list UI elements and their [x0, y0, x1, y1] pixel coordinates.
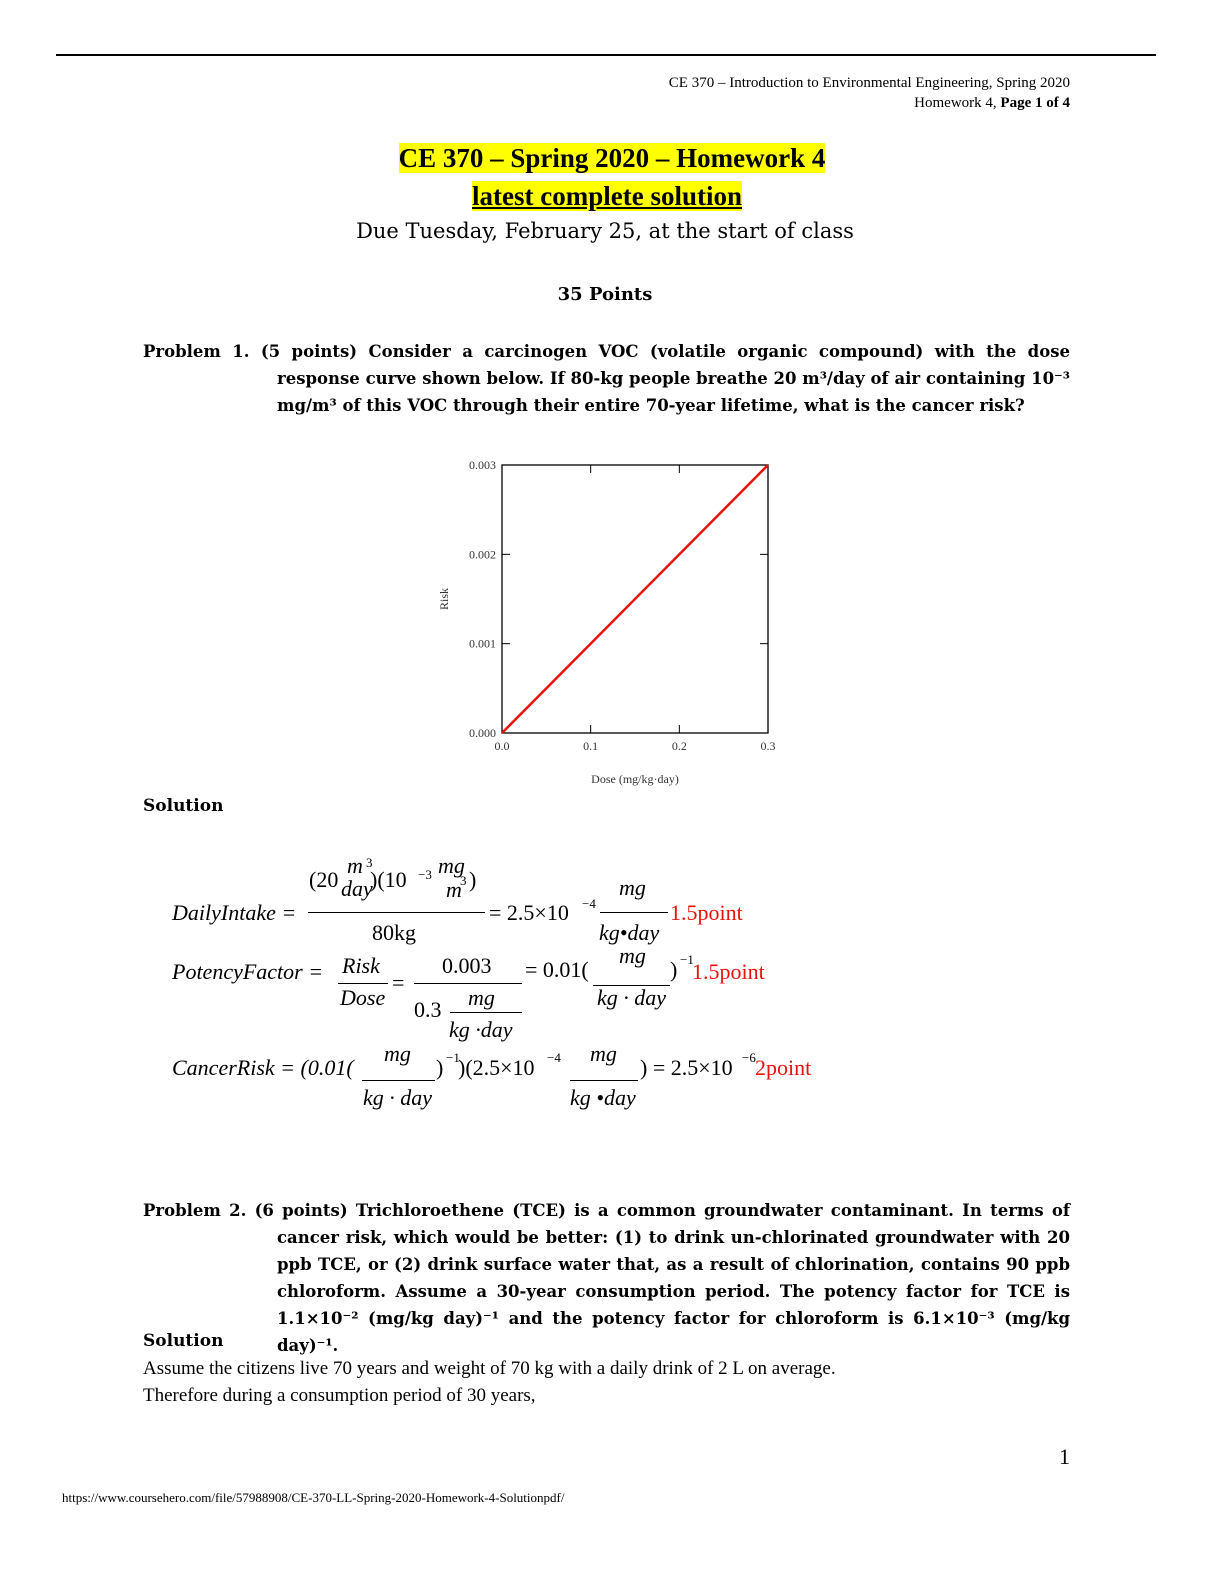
equation-term: mg	[384, 1041, 411, 1066]
equation-term: −4	[547, 1050, 561, 1065]
equation-term: (20	[309, 867, 339, 892]
due-line: Due Tuesday, February 25, at the start o…	[356, 219, 854, 243]
fraction-bar	[570, 1080, 638, 1081]
solution-label: Solution	[143, 796, 224, 816]
fraction-bar	[338, 983, 388, 984]
x-tick-label: 0.1	[583, 739, 598, 753]
equation-term: =	[392, 970, 405, 995]
equation-term: 0.003	[442, 953, 492, 978]
y-tick-label: 0.002	[469, 547, 496, 561]
equation-term: kg · day	[597, 985, 667, 1010]
homework-label: Homework 4,	[914, 95, 997, 111]
data-line	[501, 464, 769, 734]
equation-term: 3	[366, 855, 373, 870]
title-2-wrap: latest complete solution	[0, 181, 1214, 212]
points-line: 35 Points	[557, 284, 653, 305]
fraction-bar	[450, 1012, 522, 1013]
equation-term: DailyIntake =	[172, 900, 297, 925]
equation-term: −3	[418, 867, 432, 882]
x-axis-label: Dose (mg/kg·day)	[591, 772, 679, 786]
x-tick-label: 0.0	[495, 739, 510, 753]
solution-line: Assume the citizens live 70 years and we…	[143, 1358, 836, 1379]
page-label: Page 1 of 4	[1000, 95, 1070, 111]
fraction-bar	[414, 983, 522, 984]
plot-frame	[501, 464, 769, 734]
equation-term: mg	[619, 875, 646, 900]
page-info: Homework 4, Page 1 of 4	[914, 95, 1070, 112]
equation-term: 2point	[755, 1055, 812, 1080]
equation-term: m	[446, 877, 462, 902]
y-tick-label: 0.003	[469, 458, 496, 472]
equation-term: )(10	[370, 867, 407, 892]
problem-text: Consider a carcinogen VOC (volatile orga…	[277, 342, 1070, 415]
top-rule	[56, 54, 1156, 56]
equation-term: mg	[438, 853, 465, 878]
y-tick-label: 0.000	[469, 726, 496, 740]
equation-term: 1.5point	[670, 900, 743, 925]
equation-term: Risk	[342, 953, 380, 978]
equation-term: ) = 2.5×10	[640, 1055, 733, 1080]
x-tick-label: 0.2	[672, 739, 687, 753]
fraction-bar	[362, 1080, 435, 1081]
page-number: 1	[1059, 1444, 1070, 1469]
equation-term: )(2.5×10	[458, 1055, 535, 1080]
equation-term: mg	[468, 985, 495, 1010]
title-line-2: latest complete solution	[472, 181, 742, 211]
fraction-bar	[600, 912, 668, 913]
problem-2: Problem 2. (6 points) Trichloroethene (T…	[143, 1197, 1070, 1359]
course-line: CE 370 – Introduction to Environmental E…	[668, 75, 1070, 91]
equation-term: 3	[460, 873, 467, 888]
problem-1: Problem 1. (5 points) Consider a carcino…	[143, 338, 1070, 419]
source-url: https://www.coursehero.com/file/57988908…	[62, 1490, 565, 1505]
equation-term: −1	[680, 952, 694, 967]
y-axis-label: Risk	[437, 588, 451, 610]
equation-term: Dose	[340, 985, 386, 1010]
chart: 0.0 0.1 0.2 0.3 0.000 0.001 0.002 0.003 Dose (mg…	[437, 458, 776, 786]
equation-term: kg · day	[363, 1085, 433, 1110]
equation-term: )	[469, 867, 477, 892]
equation-term: day	[341, 876, 373, 901]
problem-label: Problem 2. (6 points)	[143, 1201, 348, 1220]
equation-term: = 0.01(	[525, 957, 589, 982]
equation-term: PotencyFactor =	[172, 959, 324, 984]
solution-line: Therefore during a consumption period of…	[143, 1385, 536, 1406]
equation-term: kg•day	[599, 920, 660, 945]
fraction-bar	[593, 985, 670, 986]
problem-label: Problem 1. (5 points)	[143, 342, 358, 361]
equation-term: −4	[582, 896, 596, 911]
equation-term: kg •day	[570, 1085, 636, 1110]
fraction-bar	[308, 912, 485, 913]
equation-term: 80kg	[372, 920, 416, 945]
equation-term: mg	[590, 1041, 617, 1066]
equation-term: )	[436, 1055, 444, 1080]
solution-label: Solution	[143, 1331, 224, 1351]
equation-term: −1	[446, 1050, 460, 1065]
equation-term: −6	[742, 1050, 756, 1065]
equation-term: 0.3	[414, 997, 442, 1022]
equation-term: mg	[619, 943, 646, 968]
equation-term: 1.5point	[692, 959, 765, 984]
equation-term: CancerRisk = (0.01(	[172, 1055, 354, 1080]
title-line-1: CE 370 – Spring 2020 – Homework 4	[398, 143, 826, 173]
title-1-wrap: CE 370 – Spring 2020 – Homework 4	[0, 143, 1224, 174]
equation-term: m	[347, 853, 363, 878]
equation-term: = 2.5×10	[489, 900, 569, 925]
x-tick-label: 0.3	[761, 739, 776, 753]
equation-term: kg ·day	[449, 1017, 513, 1042]
y-tick-label: 0.001	[469, 637, 496, 651]
equation-term: )	[670, 957, 678, 982]
problem-text: Trichloroethene (TCE) is a common ground…	[277, 1201, 1071, 1355]
